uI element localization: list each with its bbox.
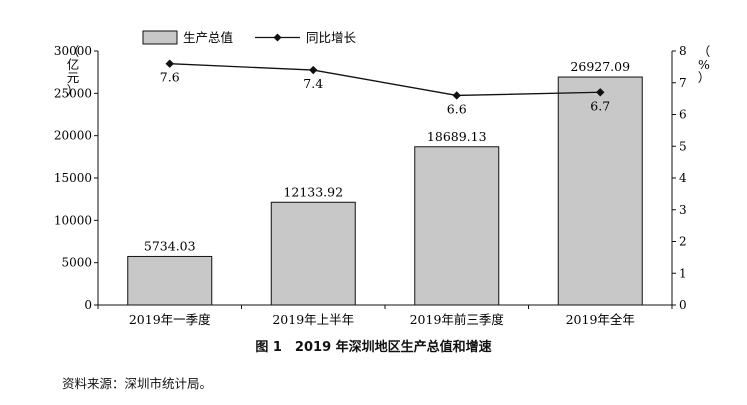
y-left-tick-label: 30000: [54, 44, 92, 58]
chart: 0 5000 10000 15000 20000 25000 30000 0 1 2 3 4 5 6 7 8 （…: [54, 30, 711, 327]
x-tick-label: 2019年前三季度: [410, 312, 505, 327]
source-note: 资料来源：深圳市统计局。: [62, 376, 213, 391]
y-right-tick-label: 8: [679, 44, 687, 58]
y-right-tick-label: 6: [679, 108, 687, 122]
bar: [270, 201, 356, 306]
legend-label-line: 同比增长: [306, 30, 357, 45]
growth-value-label: 7.6: [160, 70, 180, 85]
y-right-unit-char: %: [698, 57, 710, 72]
bar-value-label: 12133.92: [283, 184, 343, 199]
y-right-unit-char: （: [698, 44, 711, 59]
y-left-unit-char: 元: [67, 70, 80, 85]
x-tick-label: 2019年全年: [566, 312, 635, 327]
y-right-unit-char: ）: [698, 70, 711, 85]
y-right-tick-label: 1: [679, 266, 687, 280]
legend-swatch-marker: [273, 33, 282, 42]
y-left-unit-char: 亿: [67, 57, 80, 72]
bar-value-label: 5734.03: [144, 238, 196, 253]
growth-point: [596, 88, 605, 97]
growth-value-label: 6.7: [590, 98, 610, 113]
y-left-tick-label: 15000: [54, 171, 92, 185]
growth-value-label: 6.6: [447, 101, 467, 116]
y-right-tick-label: 4: [679, 171, 687, 185]
y-right-tick-label: 0: [679, 298, 687, 312]
y-right-tick-label: 3: [679, 203, 687, 217]
y-left-tick-label: 20000: [54, 129, 92, 143]
growth-line: [169, 63, 601, 97]
y-right-tick-label: 2: [679, 235, 687, 249]
x-tick-label: 2019年一季度: [129, 312, 211, 327]
y-left-tick-label: 5000: [61, 256, 92, 270]
bar: [557, 76, 643, 306]
legend-swatch-bar: [142, 30, 178, 45]
x-tick-label: 2019年上半年: [272, 312, 354, 327]
y-left-tick-label: 0: [84, 298, 92, 312]
y-left-unit-char: ）: [67, 83, 80, 98]
chart-caption: 图 1 2019 年深圳地区生产总值和增速: [255, 340, 492, 355]
y-left-tick-label: 25000: [54, 86, 92, 100]
y-left-tick-label: 10000: [54, 213, 92, 227]
bar: [127, 255, 213, 306]
bar-value-label: 18689.13: [427, 129, 487, 144]
growth-point: [309, 65, 318, 75]
bar: [414, 146, 500, 306]
growth-point: [452, 91, 461, 100]
y-right-tick-label: 7: [679, 76, 687, 90]
bar-value-label: 26927.09: [570, 59, 630, 74]
y-right-tick-label: 5: [679, 139, 687, 153]
y-left-unit-char: （: [67, 44, 80, 59]
legend-label-bar: 生产总值: [183, 30, 233, 45]
growth-point: [165, 59, 174, 68]
growth-value-label: 7.4: [303, 76, 323, 91]
